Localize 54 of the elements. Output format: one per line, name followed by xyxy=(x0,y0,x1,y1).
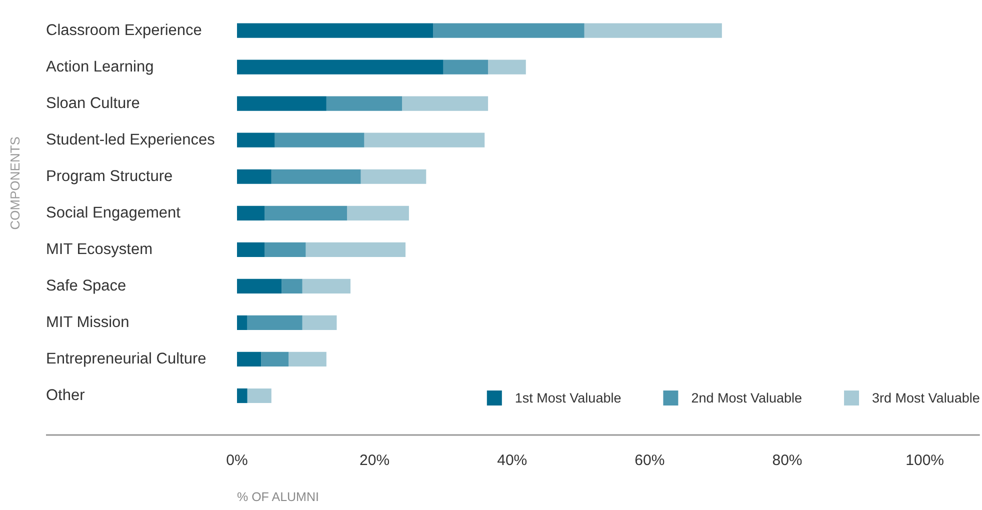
bar xyxy=(247,315,302,330)
y-tick-label: Social Engagement xyxy=(46,204,182,222)
y-axis-title: COMPONENTS xyxy=(8,136,23,230)
bar xyxy=(237,242,265,257)
y-tick-label: Safe Space xyxy=(46,277,126,294)
bar xyxy=(237,60,444,74)
bar xyxy=(237,206,265,220)
y-tick-label: Other xyxy=(46,387,85,404)
x-axis-title: % OF ALUMNI xyxy=(237,490,319,504)
bar xyxy=(584,23,722,38)
legend-label: 2nd Most Valuable xyxy=(691,390,802,406)
bar xyxy=(433,23,584,38)
bar xyxy=(364,132,485,148)
bar xyxy=(237,278,282,294)
bar xyxy=(488,60,526,74)
bar xyxy=(360,169,426,184)
y-tick-label: Action Learning xyxy=(46,58,154,76)
y-tick-label: Student-led Experiences xyxy=(46,131,216,148)
bar xyxy=(306,242,406,257)
x-tick-label: 20% xyxy=(360,452,390,470)
x-tick-label: 80% xyxy=(772,452,802,470)
x-tick-label: 100% xyxy=(906,452,944,470)
bar xyxy=(443,60,488,74)
bar xyxy=(302,278,350,294)
bar xyxy=(237,169,272,184)
y-tick-label: Entrepreneurial Culture xyxy=(46,350,206,368)
bar xyxy=(247,388,272,404)
x-tick-label: 60% xyxy=(634,452,665,470)
bar xyxy=(264,242,306,257)
bar xyxy=(302,315,337,330)
bar xyxy=(282,278,302,294)
bar xyxy=(237,388,248,404)
legend-label: 1st Most Valuable xyxy=(514,390,622,406)
bar xyxy=(264,206,348,220)
bar xyxy=(237,132,275,148)
x-tick-label: 40% xyxy=(497,452,528,470)
legend-label: 3rd Most Valuable xyxy=(872,390,980,406)
bar xyxy=(237,315,248,330)
bar xyxy=(347,206,409,220)
bar xyxy=(402,96,488,111)
bar xyxy=(237,23,434,38)
bar xyxy=(326,96,402,111)
bar xyxy=(288,352,326,367)
y-tick-label: Sloan Culture xyxy=(46,94,140,112)
y-tick-label: MIT Ecosystem xyxy=(46,240,153,258)
x-tick-label: 0% xyxy=(226,452,248,470)
y-tick-label: Classroom Experience xyxy=(46,22,202,39)
bar xyxy=(274,132,364,148)
y-tick-label: MIT Mission xyxy=(46,314,130,331)
bar xyxy=(237,352,262,367)
bar xyxy=(261,352,289,367)
y-tick-label: Program Structure xyxy=(46,168,173,185)
bar xyxy=(237,96,326,111)
bar xyxy=(271,169,361,184)
